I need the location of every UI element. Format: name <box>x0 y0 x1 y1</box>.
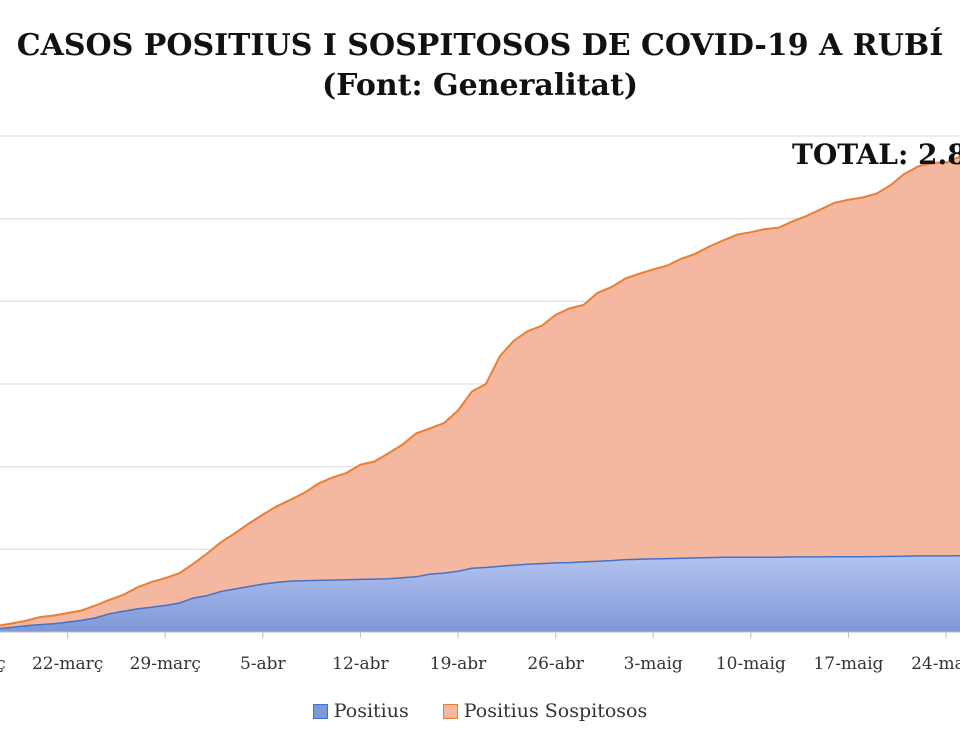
x-tick-label: 17-maig <box>813 654 883 674</box>
x-tick-label: 22-març <box>32 654 103 674</box>
x-tick-label: 24-maig <box>911 654 960 674</box>
x-tick-label: 5-abr <box>240 654 287 674</box>
x-tick-label: 19-abr <box>430 654 487 674</box>
x-tick-label: 10-maig <box>716 654 786 674</box>
chart-title-main: CASOS POSITIUS I SOSPITOSOS DE COVID-19 … <box>16 28 944 63</box>
legend: Positius Positius Sospitosos <box>0 700 960 724</box>
total-annotation: TOTAL: 2.86 <box>792 138 960 171</box>
legend-label-positius: Positius <box>333 700 409 722</box>
x-tick-label: 26-abr <box>527 654 584 674</box>
legend-item-positius: Positius <box>312 700 409 722</box>
x-tick-label: 3-maig <box>624 654 683 674</box>
legend-item-sospitosos: Positius Sospitosos <box>442 700 648 722</box>
legend-label-sospitosos: Positius Sospitosos <box>463 700 648 722</box>
chart-subtitle: (Font: Generalitat) <box>321 68 639 103</box>
legend-swatch-positius <box>312 703 328 719</box>
x-axis-ticks: 15-març 22-març 29-març 5-abr 12-abr 19-abr 26… <box>0 632 960 674</box>
x-tick-label: 29-març <box>130 654 201 674</box>
x-tick-label: 12-abr <box>332 654 389 674</box>
stacked-area-chart: 15-març 22-març 29-març 5-abr 12-abr 19-abr 26… <box>0 135 960 674</box>
area-positius <box>0 555 960 632</box>
x-tick-label: 15-març <box>0 654 6 674</box>
area-positius-sospitosos <box>0 156 960 629</box>
line-positius <box>0 555 960 630</box>
line-positius-sospitosos <box>0 155 960 627</box>
legend-swatch-sospitosos <box>442 703 458 719</box>
chart-title: CASOS POSITIUS I SOSPITOSOS DE COVID-19 … <box>0 26 960 106</box>
